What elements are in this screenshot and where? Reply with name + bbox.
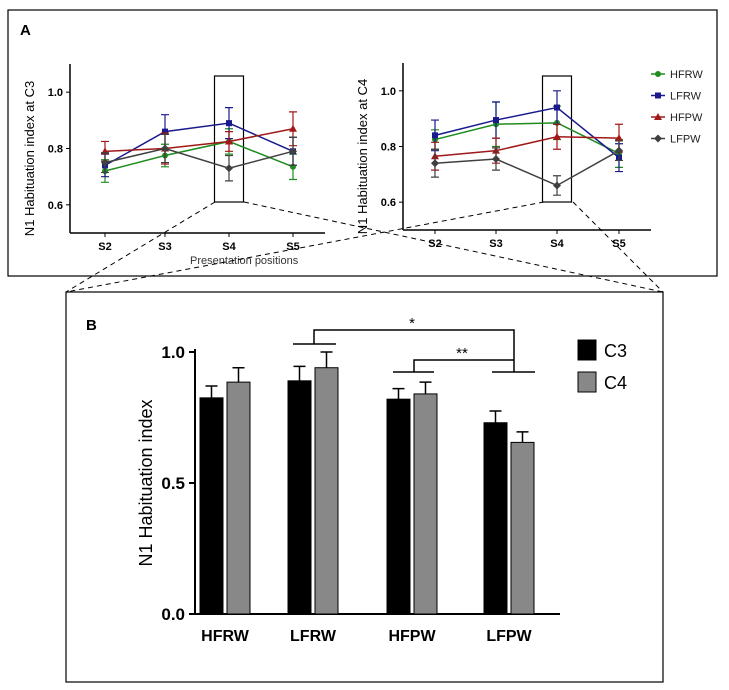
connector-line <box>572 201 664 293</box>
data-point-lfpw <box>431 159 439 168</box>
data-point-lfpw <box>161 144 169 153</box>
data-point-lfrw <box>226 120 232 127</box>
x-tick-label: S4 <box>222 241 236 253</box>
data-point-hfpw <box>615 134 623 142</box>
legend-label-lfpw: LFPW <box>670 134 701 146</box>
x-tick-label: LFRW <box>290 628 337 645</box>
legend-swatch-c3 <box>577 339 597 361</box>
error-bar <box>293 365 306 381</box>
connector-line <box>65 201 216 293</box>
x-tick-label: HFRW <box>201 628 250 645</box>
zoom-connector-lines <box>65 201 664 293</box>
error-bar <box>489 410 502 423</box>
y-tick-label: 0.6 <box>48 200 63 212</box>
series-line-lfrw <box>434 106 620 159</box>
connector-line <box>65 201 545 293</box>
series-line-hfpw <box>104 128 294 153</box>
significance-bracket <box>393 344 535 373</box>
series-line-lfpw <box>104 147 294 169</box>
bar-c4-hfpw <box>413 393 438 615</box>
error-bar <box>205 385 218 398</box>
x-tick-label: S2 <box>428 238 441 250</box>
error-bar <box>232 366 245 383</box>
data-point-lfrw <box>162 128 168 135</box>
panel-a-frame <box>7 9 718 277</box>
series-line-hfpw <box>434 136 620 157</box>
legend-label-c3: C3 <box>604 341 627 361</box>
x-axis-label-a: Presentation positions <box>190 255 299 267</box>
highlight-box <box>541 75 573 203</box>
legend-marker <box>654 134 662 143</box>
significance-label: * <box>409 315 415 332</box>
error-bar <box>392 387 405 400</box>
y-tick-label: 0.8 <box>48 144 63 156</box>
series-line-lfrw <box>104 122 294 167</box>
series-line-lfpw <box>434 150 620 187</box>
x-tick-label: S5 <box>286 241 299 253</box>
significance-label: ** <box>456 345 468 362</box>
data-point-lfpw <box>492 155 500 164</box>
y-tick-label: 0.0 <box>161 605 185 624</box>
x-tick-label: S3 <box>158 241 171 253</box>
data-point-lfpw <box>553 181 561 190</box>
data-point-lfpw <box>101 158 109 167</box>
y-axis-label: N1 Habituation index at C4 <box>355 79 370 234</box>
bar-c3-hfpw <box>386 398 411 615</box>
legend-label-c4: C4 <box>604 373 627 393</box>
data-point-lfrw <box>493 117 499 124</box>
data-point-lfrw <box>432 132 438 139</box>
y-tick-label: 1.0 <box>48 87 63 99</box>
data-point-hfpw <box>225 137 233 145</box>
error-bar <box>419 381 432 394</box>
y-axis-label: N1 Habituation index at C3 <box>22 81 37 236</box>
panel-a-label: A <box>20 22 31 39</box>
error-bar <box>320 351 333 368</box>
x-tick-label: S4 <box>550 238 564 250</box>
legend-label-hfpw: HFPW <box>670 112 703 124</box>
data-point-lfrw <box>554 104 560 111</box>
connector-line <box>243 201 664 293</box>
panel-b-frame <box>65 291 664 683</box>
panel-b-label: B <box>86 317 97 334</box>
data-point-lfpw <box>615 146 623 155</box>
data-point-lfpw <box>225 164 233 173</box>
y-tick-label: 0.8 <box>381 142 396 154</box>
legend-swatch-c4 <box>577 371 597 393</box>
bar-c3-lfpw <box>483 422 508 615</box>
legend-marker <box>654 113 662 120</box>
legend-marker <box>655 71 661 77</box>
y-axis-label: N1 Habituation index <box>136 399 156 566</box>
bar-c4-hfrw <box>226 381 251 615</box>
legend-marker <box>655 92 661 99</box>
y-tick-label: 0.5 <box>161 474 185 493</box>
x-tick-label: S2 <box>98 241 111 253</box>
x-tick-label: S3 <box>489 238 502 250</box>
y-tick-label: 1.0 <box>381 86 396 98</box>
bar-c3-hfrw <box>199 397 224 615</box>
bar-c4-lfpw <box>510 441 535 615</box>
error-bar <box>516 431 529 443</box>
significance-bracket <box>293 329 515 345</box>
y-tick-label: 1.0 <box>161 343 185 362</box>
x-tick-label: S5 <box>612 238 625 250</box>
data-point-lfpw <box>289 147 297 156</box>
bar-c3-lfrw <box>287 380 312 615</box>
data-point-hfpw <box>553 132 561 140</box>
x-tick-label: LFPW <box>486 628 532 645</box>
data-point-hfpw <box>289 124 297 132</box>
series-line-hfrw <box>104 140 294 172</box>
bar-c4-lfrw <box>314 367 339 615</box>
x-tick-label: HFPW <box>388 628 436 645</box>
legend-label-lfrw: LFRW <box>670 91 702 103</box>
y-tick-label: 0.6 <box>381 197 396 209</box>
legend-label-hfrw: HFRW <box>670 69 703 81</box>
